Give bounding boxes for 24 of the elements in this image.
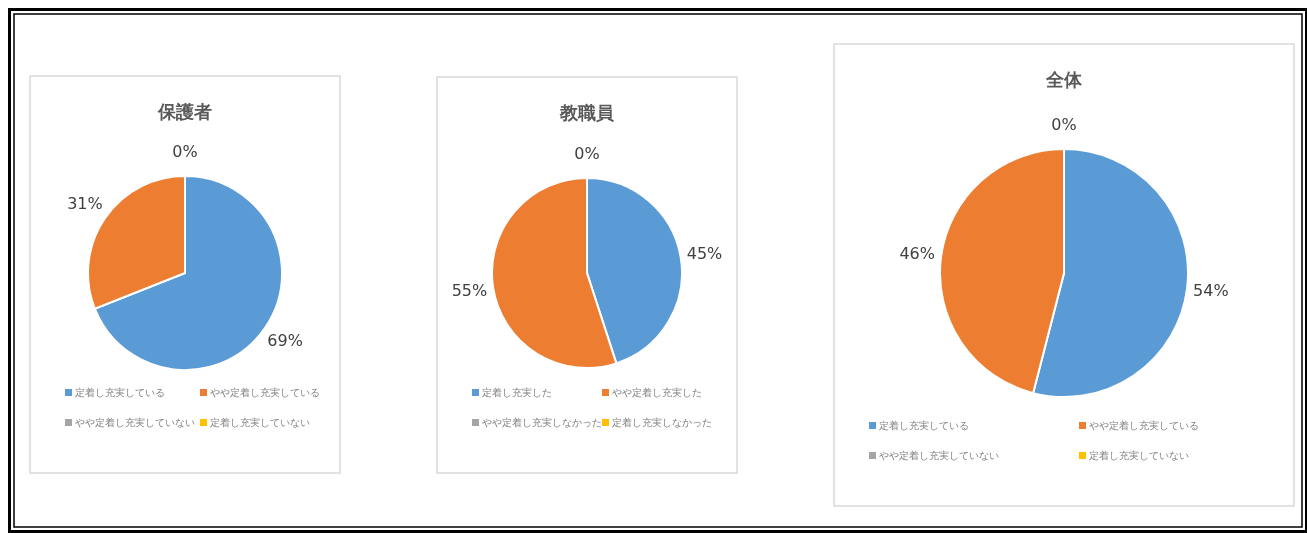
- legend-label: やや定着し充実した: [612, 387, 702, 398]
- legend-label: 定着し充実している: [75, 387, 165, 398]
- legend-label: やや定着し充実している: [210, 387, 320, 398]
- data-label: 69%: [267, 330, 303, 350]
- data-label: 55%: [451, 281, 488, 301]
- text: 0%: [172, 141, 198, 161]
- legend-label: 定着し充実しなかった: [612, 417, 712, 428]
- legend-label: やや定着し充実していない: [75, 417, 195, 428]
- text: 0%: [574, 143, 600, 163]
- chart-title: 全体: [1045, 69, 1083, 90]
- chart-title: 教職員: [559, 102, 615, 123]
- legend-label: 定着し充実していない: [210, 417, 310, 428]
- data-label: 54%: [1193, 281, 1229, 301]
- chart-title: 保護者: [157, 101, 212, 122]
- data-label: 45%: [686, 243, 723, 263]
- data-label: 31%: [67, 194, 103, 214]
- legend-label: 定着し充実している: [879, 420, 969, 431]
- legend-label: 定着し充実していない: [1089, 450, 1189, 461]
- data-label: 46%: [899, 243, 935, 263]
- legend-label: やや定着し充実しなかった: [482, 417, 602, 428]
- legend-label: 定着し充実した: [482, 387, 552, 398]
- legend-label: やや定着し充実していない: [879, 450, 999, 461]
- text: 0%: [1051, 114, 1077, 134]
- legend-label: やや定着し充実している: [1089, 420, 1199, 431]
